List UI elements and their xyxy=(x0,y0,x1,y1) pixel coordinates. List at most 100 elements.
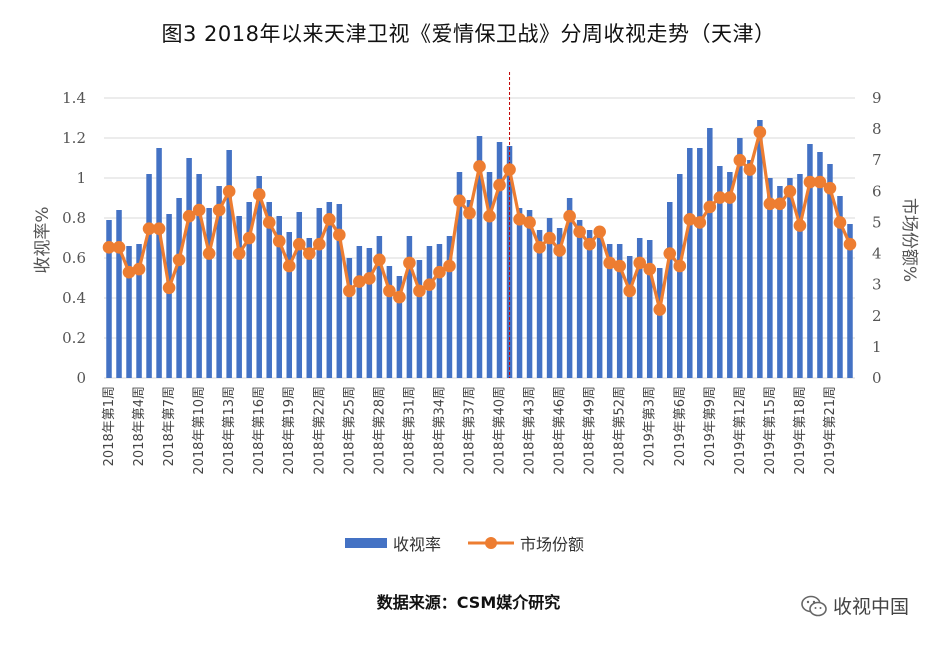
bar xyxy=(136,244,142,378)
bar xyxy=(737,138,743,378)
share-point xyxy=(683,213,697,226)
x-tick-label: 2019年第3周 xyxy=(643,386,658,466)
share-point xyxy=(663,247,677,260)
bar xyxy=(196,174,202,378)
share-point xyxy=(803,175,817,189)
share-point xyxy=(232,247,246,260)
data-source: 数据来源：CSM媒介研究 xyxy=(376,593,561,612)
y-tick-right: 9 xyxy=(872,89,882,107)
x-tick-label: 2018年第49周 xyxy=(583,386,598,475)
y-axis-left-label: 收视率% xyxy=(33,206,53,273)
x-tick-label: 2019年第18周 xyxy=(793,386,808,475)
share-point xyxy=(373,253,386,267)
bar xyxy=(466,200,473,378)
y-tick-right: 0 xyxy=(872,369,882,387)
share-point xyxy=(393,290,406,304)
bar xyxy=(566,198,573,378)
share-point xyxy=(703,200,717,214)
share-point xyxy=(222,185,236,198)
bar xyxy=(316,208,323,378)
share-point xyxy=(383,284,396,298)
bar xyxy=(356,246,363,378)
x-tick-label: 2018年第16周 xyxy=(252,386,267,475)
legend-label-rating: 收视率 xyxy=(393,535,441,554)
bar xyxy=(386,266,393,378)
bar xyxy=(406,236,413,378)
y-tick-right: 2 xyxy=(872,307,882,325)
share-point xyxy=(112,241,126,254)
share-point xyxy=(483,209,496,223)
bar xyxy=(707,128,713,378)
share-point xyxy=(212,203,226,217)
y-tick-left: 0.2 xyxy=(62,329,86,347)
share-point xyxy=(743,163,757,176)
bar xyxy=(646,240,653,378)
share-point xyxy=(723,191,737,204)
share-point xyxy=(673,259,687,273)
share-point xyxy=(192,203,206,217)
bar xyxy=(256,176,262,378)
y-tick-right: 7 xyxy=(872,151,882,169)
bar xyxy=(777,186,783,378)
share-point xyxy=(623,284,636,298)
share-point xyxy=(312,237,326,251)
share-point xyxy=(172,253,186,267)
bar xyxy=(436,244,443,378)
x-tick-label: 2018年第43周 xyxy=(523,386,538,475)
share-point xyxy=(162,281,176,295)
share-point xyxy=(333,228,346,242)
y-axis-right: 0 1 2 3 4 5 6 7 8 9 xyxy=(872,89,882,387)
share-point xyxy=(733,153,747,167)
y-tick-right: 1 xyxy=(872,338,882,356)
y-tick-left: 0.8 xyxy=(62,209,86,227)
wechat-icon xyxy=(801,595,827,616)
bar xyxy=(186,158,192,378)
share-point xyxy=(593,225,606,239)
share-point xyxy=(773,197,787,211)
share-point xyxy=(182,209,196,223)
share-point xyxy=(613,259,626,273)
y-tick-left: 0.6 xyxy=(62,249,86,267)
x-tick-label: 2018年第25周 xyxy=(342,386,357,475)
x-tick-label: 2018年第10周 xyxy=(192,386,207,475)
x-tick-label: 2018年第37周 xyxy=(462,386,477,475)
legend: 收视率 市场份额 xyxy=(345,535,584,554)
bar xyxy=(176,198,182,378)
bar xyxy=(326,202,333,378)
bar xyxy=(837,196,843,378)
share-point xyxy=(523,216,536,229)
share-point xyxy=(453,194,466,207)
share-point xyxy=(282,259,296,273)
bar xyxy=(636,238,643,378)
share-point xyxy=(553,244,566,257)
x-tick-label: 2018年第52周 xyxy=(613,386,628,475)
x-tick-label: 2018年第13周 xyxy=(222,386,237,475)
share-point xyxy=(813,175,827,189)
bar xyxy=(666,202,673,378)
share-point xyxy=(252,188,266,201)
share-point xyxy=(302,247,316,260)
share-point xyxy=(843,237,857,251)
bar xyxy=(727,172,733,378)
bar xyxy=(787,178,793,378)
bar xyxy=(536,230,543,378)
share-point xyxy=(433,265,446,279)
share-point xyxy=(793,219,807,232)
bar xyxy=(616,244,623,378)
bar xyxy=(116,210,122,378)
x-tick-label: 2019年第6周 xyxy=(673,386,688,466)
share-point xyxy=(463,206,476,220)
bar xyxy=(106,220,112,378)
legend-label-share: 市场份额 xyxy=(520,535,584,554)
x-tick-label: 2019年第21周 xyxy=(823,386,838,475)
share-point xyxy=(152,222,166,235)
share-point xyxy=(413,284,426,298)
bar xyxy=(266,202,272,378)
bar xyxy=(346,258,353,378)
y-tick-right: 3 xyxy=(872,276,882,294)
bar xyxy=(496,142,503,378)
bar xyxy=(677,174,683,378)
bar xyxy=(426,246,433,378)
bar xyxy=(697,148,703,378)
x-tick-label: 2018年第46周 xyxy=(553,386,568,475)
